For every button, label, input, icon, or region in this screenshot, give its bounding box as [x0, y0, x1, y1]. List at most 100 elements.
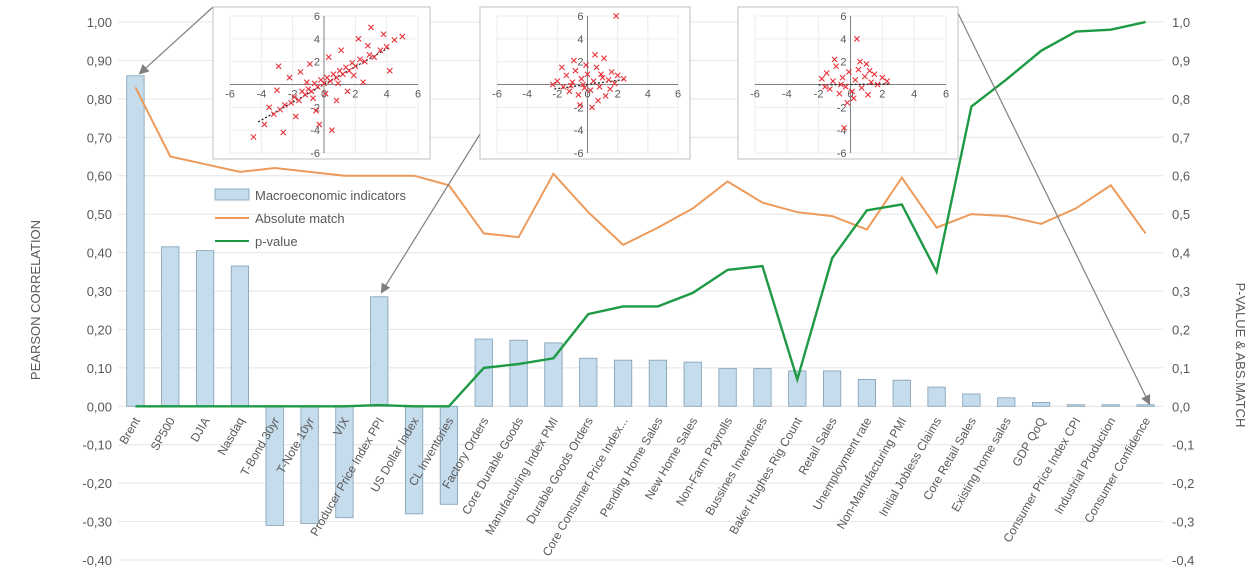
- scatter-point: [837, 81, 844, 88]
- callout-arrows: [138, 6, 1151, 406]
- scatter-point: [614, 72, 621, 79]
- category-label: Durable Goods Orders: [523, 415, 595, 527]
- inset-x-tick: 6: [415, 89, 421, 101]
- legend-label: Macroeconomic indicators: [255, 188, 407, 203]
- scatter-point: [845, 68, 852, 75]
- left-tick-label: -0,40: [82, 553, 112, 568]
- scatter-point: [605, 76, 612, 83]
- scatter-point: [391, 36, 398, 43]
- legend-label: Absolute match: [255, 211, 345, 226]
- scatter-point: [871, 71, 878, 78]
- scatter-point: [368, 24, 374, 31]
- scatter-point: [581, 84, 588, 91]
- scatter-point: [360, 79, 367, 86]
- scatter-point: [344, 88, 351, 95]
- scatter-point: [270, 111, 277, 118]
- scatter-point: [572, 67, 579, 74]
- left-tick-label: 0,10: [87, 361, 112, 376]
- inset-y-tick: -2: [574, 102, 584, 114]
- scatter-point: [310, 95, 317, 102]
- scatter-point: [277, 106, 284, 113]
- scatter-point: [842, 83, 849, 90]
- scatter-point: [357, 56, 364, 63]
- scatter-point: [611, 80, 618, 87]
- scatter-point: [371, 54, 378, 61]
- bar: [195, 250, 215, 407]
- scatter-point: [599, 74, 606, 81]
- category-label: Consumer Confidence: [1081, 415, 1153, 526]
- scatter-point: [566, 88, 573, 95]
- scatter-point: [855, 66, 862, 73]
- left-tick-label: 0,50: [87, 207, 112, 222]
- scatter-point: [261, 121, 268, 128]
- bar: [648, 359, 668, 407]
- scatter-point: [333, 74, 340, 81]
- bar: [683, 361, 702, 407]
- inset-y-tick: -2: [837, 102, 847, 114]
- scatter-point: [823, 70, 830, 77]
- scatter-point: [830, 78, 836, 85]
- right-tick-label: 0,8: [1172, 92, 1190, 107]
- scatter-point: [355, 35, 362, 42]
- right-tick-label: 0,6: [1172, 169, 1190, 184]
- bar: [509, 339, 528, 407]
- scatter-point: [589, 104, 596, 111]
- scatter-point: [563, 72, 570, 79]
- scatter-point: [576, 102, 583, 109]
- inset-x-tick: 0: [584, 89, 590, 101]
- scatter-point: [328, 127, 335, 134]
- scatter-point: [587, 87, 594, 94]
- inset-x-tick: 4: [384, 89, 390, 101]
- bar: [1136, 404, 1155, 407]
- scatter-point: [884, 78, 891, 85]
- inset-x-tick: -6: [750, 89, 760, 101]
- inset-x-tick: 6: [943, 89, 949, 101]
- callout-arrow: [954, 6, 1151, 406]
- scatter-point: [399, 33, 406, 40]
- scatter-point: [386, 67, 393, 74]
- scatter-point: [305, 86, 312, 93]
- bar: [1066, 404, 1086, 407]
- bar: [857, 378, 877, 407]
- scatter-point: [346, 67, 353, 74]
- inset-x-tick: 0: [847, 89, 853, 101]
- category-label: Core Durable Goods: [459, 415, 526, 517]
- bar: [788, 370, 807, 407]
- scatter-point: [831, 56, 838, 63]
- scatter-point: [366, 51, 373, 58]
- bar: [579, 357, 598, 407]
- inset-y-tick: 2: [577, 57, 583, 69]
- scatter-point: [602, 92, 609, 99]
- inset-y-tick: -2: [310, 102, 320, 114]
- scatter-point: [841, 124, 848, 131]
- bar: [126, 75, 145, 407]
- right-tick-label: 1,0: [1172, 15, 1190, 30]
- scatter-point: [306, 60, 313, 67]
- right-tick-label: 0,5: [1172, 207, 1190, 222]
- p-value-line: [135, 20, 1146, 408]
- callout-arrow: [138, 6, 214, 75]
- scatter-point: [383, 43, 390, 50]
- scatter-point: [839, 74, 846, 81]
- scatter-point: [333, 97, 340, 104]
- inset-y-tick: 6: [577, 11, 583, 23]
- bar: [753, 368, 772, 407]
- left-axis-ticks: 1,00 0,90 0,80 0,70 0,60 0,50 0,40 0,30 0,20 0,10…: [82, 15, 112, 568]
- scatter-point: [857, 58, 864, 65]
- scatter-point: [863, 60, 870, 67]
- inset-x-tick: 4: [645, 89, 651, 101]
- right-tick-label: -0,4: [1172, 553, 1194, 568]
- right-tick-label: -0,2: [1172, 476, 1194, 491]
- category-label: Pending Home Sales: [597, 415, 665, 520]
- bar: [927, 386, 946, 407]
- scatter-point: [608, 68, 615, 75]
- scatter-point: [858, 84, 865, 91]
- scatter-point: [567, 82, 574, 89]
- left-tick-label: 0,40: [87, 246, 112, 261]
- scatter-point: [620, 75, 627, 82]
- inset-x-tick: -4: [522, 89, 532, 101]
- left-tick-label: 0,00: [87, 399, 112, 414]
- scatter-point: [865, 91, 871, 98]
